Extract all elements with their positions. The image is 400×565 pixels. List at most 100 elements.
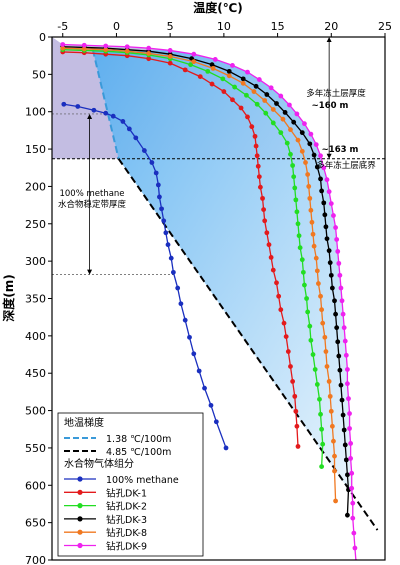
- y-tick-label-450: 450: [25, 367, 46, 380]
- series-4-point-37: [339, 397, 345, 403]
- series-5-point-38: [329, 423, 335, 429]
- y-tick-label-500: 500: [25, 405, 46, 418]
- gradient-line-1: [91, 49, 120, 160]
- series-2-point-26: [268, 255, 274, 260]
- methane-zone-arrow-head-bottom: [87, 269, 93, 275]
- series-1-point-17: [165, 242, 171, 248]
- series-6-point-12: [268, 85, 274, 91]
- series-5-point-32: [322, 334, 328, 340]
- methane-zone-label-1: 100% methane: [59, 189, 124, 199]
- series-4-point-44: [345, 512, 350, 518]
- series-4-point-18: [311, 152, 317, 158]
- series-1-point-27: [208, 402, 214, 408]
- series-1-point-2: [75, 104, 81, 109]
- series-6-point-37: [345, 381, 350, 387]
- series-4-point-21: [319, 188, 325, 194]
- series-5-point-35: [326, 379, 332, 384]
- series-4-point-13: [274, 101, 279, 106]
- series-3-point-29: [304, 296, 309, 301]
- series-4-point-24: [323, 224, 329, 230]
- series-6-point-1: [60, 42, 66, 47]
- series-3-point-8: [205, 68, 211, 74]
- series-6-point-3: [103, 43, 109, 49]
- series-2-point-38: [294, 423, 300, 429]
- series-line-3: [62, 49, 324, 467]
- series-1-point-24: [191, 351, 197, 357]
- series-6-point-14: [286, 102, 292, 108]
- series-4-point-33: [335, 339, 341, 345]
- series-2-point-25: [266, 242, 272, 248]
- series-6-point-10: [245, 69, 250, 75]
- series-6-point-26: [334, 237, 340, 242]
- series-5-point-27: [314, 268, 320, 274]
- series-5-point-13: [270, 107, 276, 112]
- series-6-point-41: [348, 441, 354, 446]
- y-axis-title: 深度(m): [1, 274, 16, 321]
- series-2-point-7: [182, 67, 188, 73]
- series-5-point-6: [167, 54, 173, 59]
- series-6-point-48: [352, 545, 358, 551]
- series-1-point-28: [213, 419, 219, 425]
- series-6-point-8: [212, 57, 218, 62]
- series-1-point-11: [153, 170, 159, 176]
- series-4-point-41: [343, 457, 349, 463]
- series-3-point-38: [319, 426, 325, 432]
- series-5-point-23: [309, 219, 315, 225]
- series-2-point-16: [253, 143, 259, 149]
- series-6-point-25: [333, 225, 338, 230]
- series-2-point-10: [221, 89, 227, 94]
- series-1-point-7: [126, 126, 132, 132]
- series-4-point-30: [332, 298, 337, 304]
- y-tick-label-100: 100: [25, 106, 46, 119]
- legend-series-label-2: 钻孔DK-1: [106, 487, 147, 499]
- series-6-point-16: [302, 121, 307, 127]
- series-2-point-34: [288, 364, 293, 369]
- y-tick-label-600: 600: [25, 479, 46, 492]
- series-6-point-36: [345, 367, 350, 372]
- series-2-point-35: [290, 379, 296, 384]
- series-line-5: [62, 47, 337, 501]
- series-5-point-31: [320, 320, 326, 326]
- x-tick-label-20: 20: [324, 20, 338, 33]
- series-1-point-8: [133, 135, 139, 141]
- series-3-point-30: [305, 309, 311, 315]
- series-2-point-13: [245, 114, 250, 120]
- series-3-point-36: [317, 396, 322, 402]
- legend-series-marker-1: [77, 476, 83, 482]
- series-6-point-32: [340, 311, 346, 317]
- hydrate-stability-zone: [92, 49, 352, 495]
- series-2-point-9: [209, 81, 215, 87]
- series-5-point-19: [305, 172, 311, 177]
- series-3-point-40: [319, 464, 325, 470]
- series-2-point-19: [256, 174, 262, 180]
- series-2-point-29: [276, 293, 282, 299]
- series-5-point-21: [307, 195, 313, 201]
- series-2-point-22: [261, 207, 267, 212]
- y-tick-label-700: 700: [25, 554, 46, 565]
- series-4-point-11: [253, 83, 259, 89]
- series-3-point-7: [188, 62, 193, 68]
- y-tick-label-350: 350: [25, 293, 46, 306]
- legend-series-label-5: 钻孔DK-8: [106, 527, 147, 539]
- series-6-point-6: [167, 48, 173, 53]
- series-2-point-36: [292, 393, 298, 399]
- series-6-point-19: [318, 153, 323, 159]
- series-5-point-34: [324, 364, 330, 369]
- x-axis-title: 温度(℃): [193, 0, 243, 15]
- series-3-point-34: [312, 367, 318, 372]
- series-6-point-17: [308, 131, 314, 137]
- series-6-point-13: [278, 93, 284, 99]
- series-4-point-22: [321, 200, 327, 206]
- series-2-point-12: [238, 105, 244, 111]
- series-5-point-12: [262, 98, 268, 103]
- series-1-point-9: [141, 148, 147, 153]
- series-1-point-26: [202, 385, 207, 391]
- series-6-point-29: [337, 272, 343, 278]
- series-2-point-28: [274, 280, 279, 286]
- series-5-point-5: [146, 51, 152, 56]
- series-3-point-33: [310, 352, 316, 357]
- series-4-point-9: [226, 68, 232, 74]
- series-2-point-5: [146, 56, 152, 62]
- series-4-point-36: [338, 382, 344, 388]
- series-4-point-25: [324, 236, 330, 242]
